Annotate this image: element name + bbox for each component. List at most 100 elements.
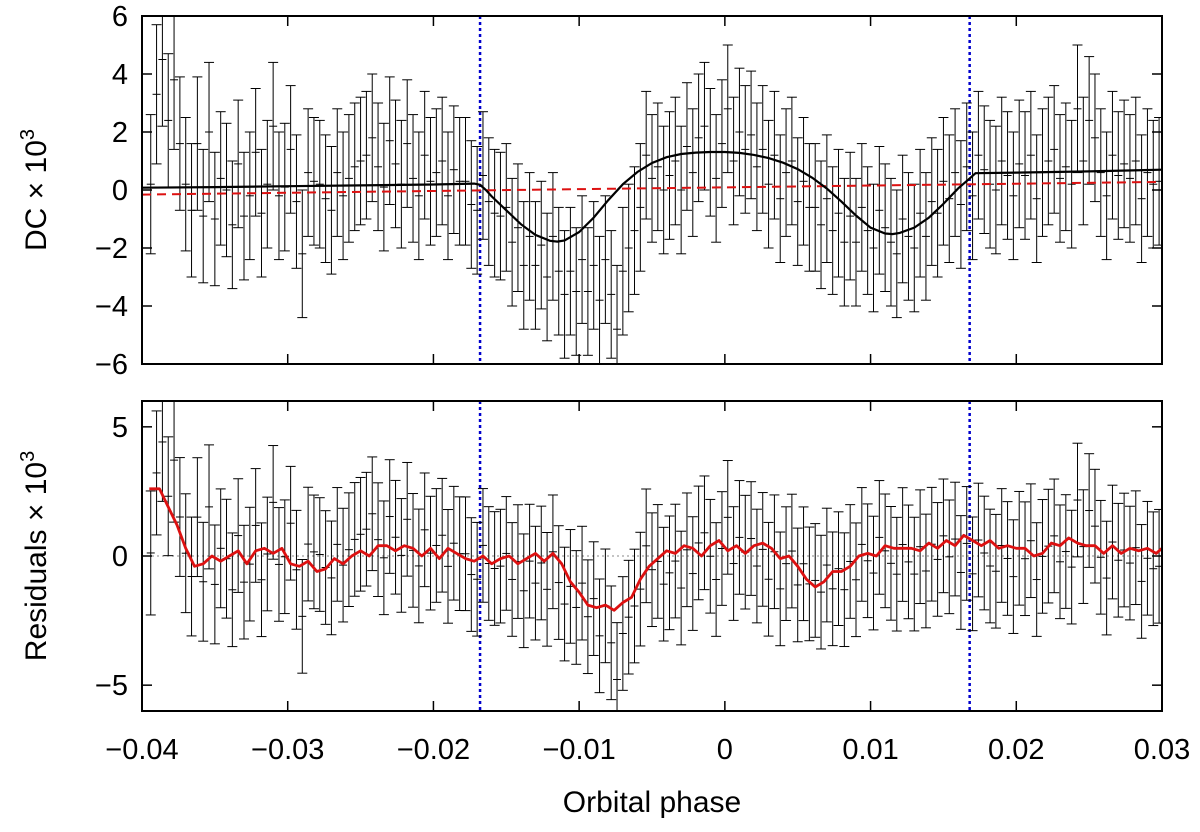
bottom-y-axis-title: Residuals × 103 <box>17 451 53 661</box>
data-point <box>332 108 343 237</box>
data-point <box>204 444 215 570</box>
data-point <box>955 140 966 269</box>
data-point <box>588 541 599 656</box>
data-point <box>408 114 419 243</box>
data-point <box>623 559 634 675</box>
y-tick-label: 6 <box>112 1 128 33</box>
data-point <box>1119 99 1130 229</box>
data-point <box>524 172 535 301</box>
data-point <box>512 163 523 292</box>
data-point <box>1148 511 1159 627</box>
data-point <box>262 119 273 249</box>
data-point <box>845 151 856 281</box>
data-point <box>524 503 535 619</box>
data-point <box>705 498 716 614</box>
data-point <box>1107 90 1118 220</box>
data-point <box>1089 73 1100 203</box>
data-point <box>256 148 267 278</box>
data-point <box>221 122 232 258</box>
data-point <box>1078 489 1089 604</box>
data-point <box>967 516 978 632</box>
data-point <box>1130 96 1141 226</box>
data-point <box>390 99 401 229</box>
data-point <box>821 507 832 623</box>
data-point <box>693 485 704 601</box>
data-point <box>466 517 477 632</box>
data-point <box>204 61 215 203</box>
data-point <box>670 503 681 619</box>
data-point <box>559 546 570 662</box>
data-point <box>664 515 675 631</box>
data-point <box>460 496 471 612</box>
y-tick-label: 4 <box>112 59 128 91</box>
data-point <box>612 622 623 711</box>
data-point <box>711 114 722 243</box>
data-point <box>868 183 879 313</box>
data-point <box>151 410 162 536</box>
data-point <box>1025 90 1036 220</box>
data-point <box>874 480 885 595</box>
data-point <box>798 117 809 246</box>
data-point <box>1113 111 1124 240</box>
data-point <box>250 468 261 583</box>
data-point <box>1095 499 1106 615</box>
y-tick-label: −2 <box>95 233 128 265</box>
data-point <box>588 201 599 330</box>
x-tick-label: 0.02 <box>988 734 1044 766</box>
data-point <box>821 134 832 263</box>
data-point <box>361 471 372 587</box>
data-point <box>273 131 284 261</box>
data-point <box>1002 111 1013 240</box>
data-point <box>751 508 762 624</box>
data-point <box>1084 453 1095 568</box>
y-tick-label: −6 <box>95 349 128 381</box>
data-point <box>268 61 279 191</box>
data-point <box>180 493 191 614</box>
data-point <box>326 520 337 636</box>
data-point <box>1072 44 1083 174</box>
y-tick-label: −4 <box>95 291 128 323</box>
solid-model-line <box>142 150 1162 243</box>
data-point <box>582 227 593 356</box>
data-point <box>256 522 267 638</box>
y-tick-label: 2 <box>112 117 128 149</box>
data-point <box>647 512 657 628</box>
data-point <box>932 148 943 278</box>
data-point <box>577 195 588 324</box>
data-point <box>775 134 786 263</box>
data-point <box>402 461 413 577</box>
data-point <box>687 108 698 237</box>
data-point <box>571 550 582 665</box>
data-point <box>676 125 687 255</box>
data-point <box>279 499 290 615</box>
data-point <box>355 96 366 226</box>
data-point <box>565 206 576 336</box>
data-point <box>239 151 249 281</box>
data-point <box>827 166 838 295</box>
data-point <box>308 494 319 610</box>
data-point <box>542 212 553 342</box>
data-point <box>215 488 226 609</box>
data-point <box>145 114 156 255</box>
data-point <box>851 177 861 307</box>
data-point <box>419 90 430 220</box>
data-point <box>763 119 774 249</box>
data-point <box>489 148 500 278</box>
data-point <box>192 457 203 578</box>
data-point <box>746 481 757 596</box>
data-point <box>629 166 640 295</box>
data-point <box>367 73 378 203</box>
data-point <box>460 117 471 246</box>
data-point <box>553 525 564 640</box>
data-point <box>542 531 553 647</box>
data-point <box>530 525 541 641</box>
data-point <box>1043 96 1054 226</box>
data-point <box>944 499 955 615</box>
data-point <box>985 508 996 624</box>
data-point <box>757 85 768 214</box>
data-point <box>862 166 873 295</box>
data-point <box>880 163 891 292</box>
x-tick-label: 0 <box>717 734 733 766</box>
data-point <box>157 16 168 127</box>
data-point <box>291 509 302 630</box>
